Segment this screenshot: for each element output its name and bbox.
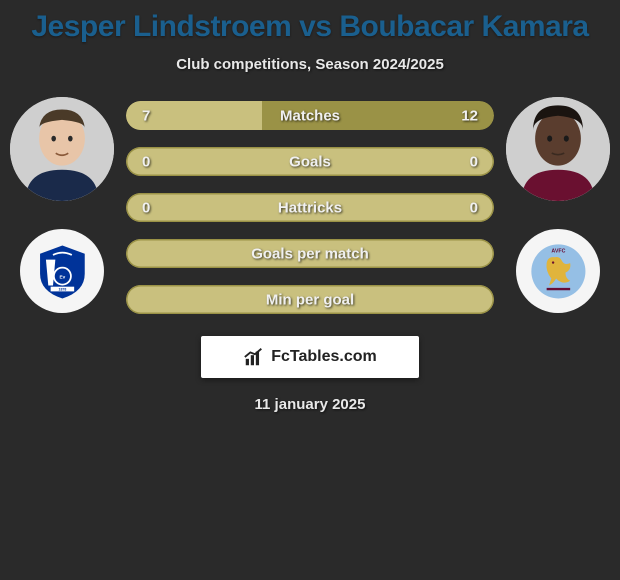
svg-text:AVFC: AVFC bbox=[551, 248, 565, 254]
player2-club-crest: AVFC bbox=[516, 229, 600, 313]
stat-bar: Goals per match bbox=[126, 239, 494, 268]
stat-value-right: 12 bbox=[461, 107, 478, 124]
player1-column: Ev 1878 bbox=[8, 97, 116, 313]
stat-label: Goals bbox=[289, 153, 331, 170]
player1-club-crest: Ev 1878 bbox=[20, 229, 104, 313]
player2-avatar bbox=[506, 97, 610, 201]
stats-bars: Matches 7 12 Goals 0 0 Hattricks 0 0 Goals per ma… bbox=[126, 97, 494, 314]
player2-column: AVFC bbox=[504, 97, 612, 313]
stat-value-left: 7 bbox=[142, 107, 150, 124]
stat-value-left: 0 bbox=[142, 153, 150, 170]
stat-value-left: 0 bbox=[142, 199, 150, 216]
stat-bar: Goals 0 0 bbox=[126, 147, 494, 176]
svg-text:1878: 1878 bbox=[58, 287, 66, 291]
stat-bar: Matches 7 12 bbox=[126, 101, 494, 130]
chart-icon bbox=[243, 346, 265, 368]
stat-label: Matches bbox=[280, 107, 340, 124]
stat-bar: Hattricks 0 0 bbox=[126, 193, 494, 222]
page-title: Jesper Lindstroem vs Boubacar Kamara bbox=[8, 10, 612, 44]
main-row: Ev 1878 Matches712Goals00Hattricks00Goal… bbox=[8, 97, 612, 314]
stat-bar: Min per goal bbox=[126, 285, 494, 314]
branding-badge: FcTables.com bbox=[201, 336, 419, 378]
stat-value-right: 0 bbox=[470, 153, 478, 170]
comparison-card: Jesper Lindstroem vs Boubacar Kamara Clu… bbox=[0, 0, 620, 413]
subtitle: Club competitions, Season 2024/2025 bbox=[8, 56, 612, 73]
stat-label: Min per goal bbox=[266, 291, 354, 308]
date-text: 11 january 2025 bbox=[8, 396, 612, 413]
player1-avatar bbox=[10, 97, 114, 201]
stat-value-right: 0 bbox=[470, 199, 478, 216]
branding-text: FcTables.com bbox=[271, 348, 377, 366]
svg-text:Ev: Ev bbox=[59, 274, 65, 279]
stat-label: Goals per match bbox=[251, 245, 369, 262]
stat-label: Hattricks bbox=[278, 199, 342, 216]
